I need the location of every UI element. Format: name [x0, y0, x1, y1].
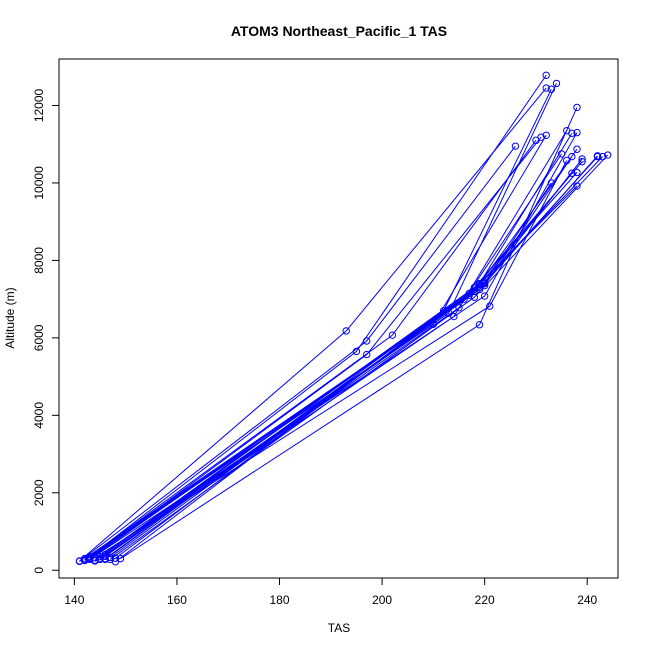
y-tick-label-4: 8000	[32, 247, 46, 274]
series-23-point-0	[106, 555, 114, 564]
x-tick-label-3: 200	[372, 593, 392, 607]
x-tick-label-1: 160	[167, 593, 187, 607]
series-3-point-1	[388, 331, 397, 339]
series-22-line	[104, 156, 603, 560]
data-layer	[75, 71, 612, 566]
series-24-point-2	[593, 152, 602, 161]
series-2-line	[84, 74, 547, 561]
series-10-point-2	[568, 129, 576, 138]
x-tick-label-4: 220	[475, 593, 495, 607]
series-11-point-1	[475, 320, 484, 329]
series-25-point-2	[578, 155, 586, 163]
series-12-point-1	[480, 292, 489, 300]
series-17-point-2	[573, 168, 581, 177]
series-25-line	[89, 158, 583, 559]
y-tick-label-6: 12000	[32, 88, 46, 122]
y-tick-label-5: 10000	[32, 166, 46, 200]
y-axis-label: Altitude (m)	[3, 287, 17, 348]
series-20	[91, 157, 586, 564]
y-tick-label-2: 4000	[32, 402, 46, 429]
series-1-point-2	[542, 84, 550, 92]
series-4-point-1	[363, 350, 371, 359]
series-23	[106, 151, 612, 564]
x-tick-label-0: 140	[64, 593, 84, 607]
series-20-line	[94, 161, 583, 561]
series-25-point-0	[86, 554, 94, 562]
series-11-point-2	[573, 103, 581, 112]
y-tick-label-3: 6000	[32, 324, 46, 351]
series-1-line	[79, 87, 547, 562]
series-1-point-1	[342, 327, 350, 335]
series-4-line	[89, 136, 542, 560]
series-11-line	[120, 107, 578, 560]
x-tick-label-5: 240	[577, 593, 597, 607]
series-25	[86, 155, 586, 562]
series-4-point-2	[537, 133, 545, 141]
x-axis-label: TAS	[328, 621, 350, 635]
series-2-point-2	[542, 71, 550, 79]
series-19-point-2	[547, 179, 556, 187]
series-14-point-2	[568, 152, 576, 161]
series-24-point-1	[475, 283, 484, 292]
series-1	[75, 84, 550, 565]
plot-frame	[58, 58, 619, 579]
y-tick-label-1: 2000	[32, 479, 46, 506]
series-25-point-1	[480, 279, 489, 288]
series-23-line	[109, 154, 609, 560]
series-5-point-2	[542, 131, 550, 140]
series-2-point-1	[352, 347, 361, 356]
series-6-point-2	[547, 85, 556, 93]
x-tick-label-2: 180	[270, 593, 290, 607]
series-0-line	[79, 145, 516, 562]
series-7-point-2	[552, 79, 561, 88]
y-axis: 0 2000 4000 6000 8000 10000 12000	[32, 88, 59, 574]
chart-title: ATOM3 Northeast_Pacific_1 TAS	[231, 23, 447, 39]
series-23-point-1	[470, 293, 479, 301]
series-15-point-2	[573, 145, 581, 153]
x-axis: 140 160 180 200 220 240	[64, 578, 598, 607]
series-22-point-0	[101, 554, 109, 563]
series-20-point-2	[578, 157, 586, 166]
series-8-point-1	[450, 312, 458, 321]
series-11-point-0	[116, 554, 125, 563]
y-tick-label-0: 0	[32, 567, 46, 574]
series-12-line	[89, 132, 578, 560]
series-3-line	[84, 140, 537, 561]
series-23-point-2	[604, 151, 612, 159]
series-22-point-1	[465, 291, 473, 299]
series-12-point-2	[573, 128, 581, 137]
series-0-point-2	[511, 142, 520, 150]
series-13-point-1	[486, 302, 494, 310]
series-24-point-0	[80, 554, 89, 563]
series-16-point-2	[568, 169, 576, 177]
series-21-point-0	[96, 555, 104, 564]
series-11	[116, 103, 581, 563]
